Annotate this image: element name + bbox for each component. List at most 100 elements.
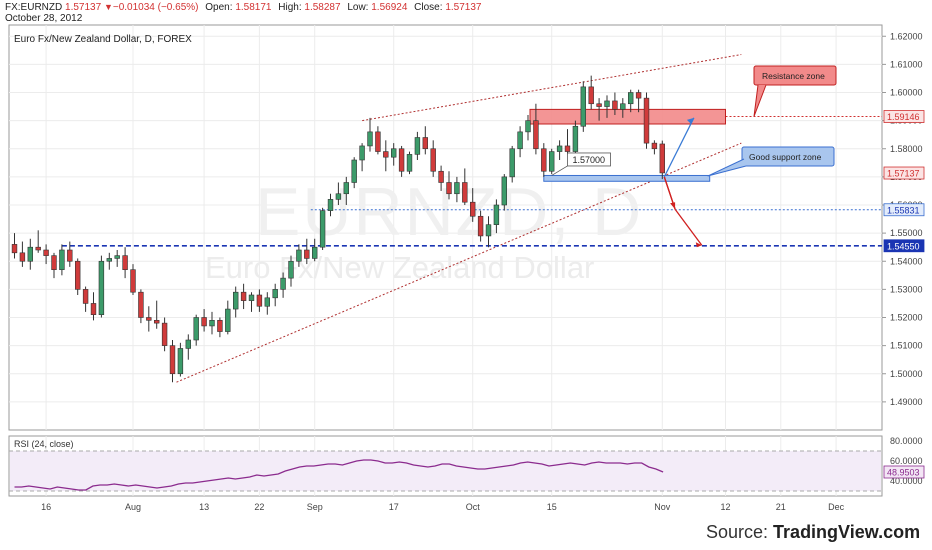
candle-down[interactable]	[612, 100, 618, 110]
candle-up[interactable]	[454, 182, 460, 195]
candle-down[interactable]	[138, 291, 144, 318]
candle-up[interactable]	[620, 103, 626, 110]
candle-down[interactable]	[67, 249, 73, 262]
price-badge-text: 1.55831	[887, 205, 920, 215]
candle-down[interactable]	[659, 143, 666, 174]
candle-down[interactable]	[375, 131, 381, 152]
x-tick-label: 13	[199, 502, 209, 512]
candle-down[interactable]	[422, 137, 428, 150]
candle-down[interactable]	[122, 255, 128, 270]
candle-down[interactable]	[635, 92, 642, 99]
close-value: 1.57137	[445, 2, 482, 13]
candle-up[interactable]	[548, 151, 555, 172]
price-change: −0.01034 (−0.65%)	[112, 2, 199, 13]
candle-up[interactable]	[280, 277, 286, 290]
candle-up[interactable]	[233, 291, 239, 310]
candle-up[interactable]	[288, 260, 294, 279]
candle-up[interactable]	[517, 131, 523, 150]
candle-down[interactable]	[130, 269, 136, 293]
candle-down[interactable]	[90, 303, 97, 315]
last-price: 1.57137	[65, 2, 102, 13]
price-badge	[883, 239, 925, 253]
source-attribution[interactable]: Source: TradingView.com	[706, 522, 920, 543]
rsi-value-badge-text: 48.9503	[887, 468, 920, 478]
candle-down[interactable]	[82, 289, 89, 304]
candle-up[interactable]	[525, 120, 531, 133]
candle-up[interactable]	[106, 258, 113, 262]
candle-up[interactable]	[390, 148, 397, 158]
candle-down[interactable]	[240, 291, 247, 301]
candle-down[interactable]	[651, 142, 658, 150]
candle-up[interactable]	[272, 289, 278, 299]
candle-up[interactable]	[367, 131, 373, 147]
candle-up[interactable]	[556, 145, 563, 152]
candle-up[interactable]	[406, 154, 413, 172]
candle-up[interactable]	[509, 148, 515, 178]
candle-up[interactable]	[493, 204, 500, 225]
candle-up[interactable]	[359, 145, 365, 161]
candle-down[interactable]	[217, 320, 223, 332]
x-tick-label: Dec	[828, 502, 845, 512]
candle-down[interactable]	[43, 249, 49, 256]
candle-up[interactable]	[209, 320, 215, 327]
candle-up[interactable]	[225, 308, 231, 332]
candle-down[interactable]	[161, 322, 168, 346]
candle-up[interactable]	[319, 210, 326, 248]
candle-down[interactable]	[462, 182, 468, 203]
candle-up[interactable]	[98, 260, 105, 315]
candle-up[interactable]	[501, 176, 507, 206]
candle-up[interactable]	[185, 339, 191, 349]
candle-up[interactable]	[264, 297, 270, 307]
candle-down[interactable]	[398, 148, 405, 172]
candle-up[interactable]	[59, 249, 65, 270]
candle-up[interactable]	[327, 199, 334, 211]
candle-down[interactable]	[169, 345, 176, 375]
candle-down[interactable]	[430, 148, 436, 172]
candle-up[interactable]	[604, 100, 610, 107]
candle-down[interactable]	[256, 294, 263, 307]
candle-down[interactable]	[533, 120, 539, 150]
candle-down[interactable]	[19, 252, 26, 262]
candle-down[interactable]	[304, 249, 310, 259]
resistance-zone-box	[529, 108, 726, 125]
source-prefix: Source:	[706, 522, 774, 542]
candle-up[interactable]	[580, 86, 587, 127]
candle-down[interactable]	[51, 255, 57, 270]
candle-up[interactable]	[485, 224, 492, 237]
candle-down[interactable]	[446, 182, 452, 195]
candle-up[interactable]	[627, 92, 634, 105]
candle-up[interactable]	[343, 182, 349, 195]
candle-down[interactable]	[154, 320, 160, 324]
candle-up[interactable]	[311, 246, 318, 259]
candle-down[interactable]	[469, 201, 476, 217]
candle-up[interactable]	[335, 193, 342, 200]
candle-down[interactable]	[35, 246, 41, 251]
candle-up[interactable]	[114, 255, 120, 259]
candle-up[interactable]	[572, 125, 579, 152]
candle-up[interactable]	[177, 348, 184, 375]
candle-up[interactable]	[296, 249, 302, 262]
price-badge-text: 1.57137	[887, 169, 920, 179]
candle-up[interactable]	[414, 137, 421, 155]
candle-up[interactable]	[351, 159, 357, 183]
candle-down[interactable]	[11, 244, 18, 254]
candle-down[interactable]	[477, 215, 484, 237]
support-callout-text: Good support zone	[749, 152, 822, 162]
candle-down[interactable]	[564, 145, 571, 152]
candle-down[interactable]	[201, 317, 207, 327]
candle-down[interactable]	[643, 97, 650, 144]
candle-up[interactable]	[248, 294, 255, 301]
candle-down[interactable]	[75, 260, 81, 290]
candle-down[interactable]	[383, 151, 389, 158]
y-tick-label: 1.52000	[890, 313, 923, 323]
candle-down[interactable]	[541, 148, 547, 172]
candle-down[interactable]	[438, 170, 444, 183]
candle-down[interactable]	[588, 86, 594, 105]
candle-up[interactable]	[27, 246, 33, 262]
candle-down[interactable]	[146, 317, 152, 321]
candle-up[interactable]	[193, 317, 199, 341]
candle-down[interactable]	[596, 103, 602, 107]
x-tick-label: 17	[389, 502, 399, 512]
price-badge-text: 1.54550	[887, 241, 920, 251]
